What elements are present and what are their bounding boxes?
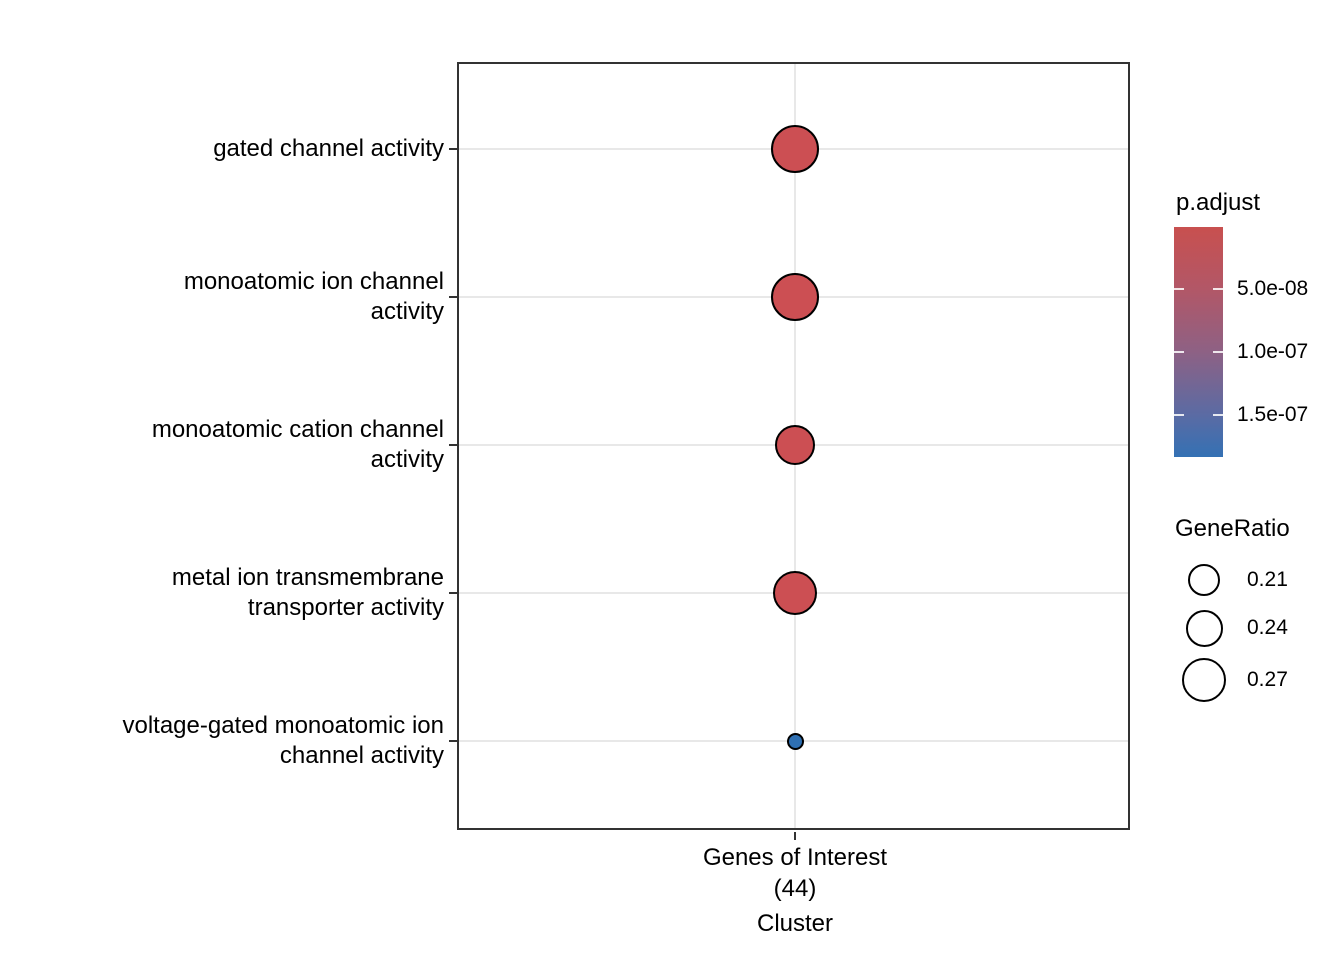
size-legend-circle-2 — [1182, 658, 1226, 702]
y-axis-label-3: metal ion transmembrane transporter activ… — [171, 564, 444, 621]
padjust-colorbar — [1174, 227, 1223, 457]
colorbar-tick-label-2: 1.5e-07 — [1237, 403, 1309, 426]
x-axis-title: Cluster — [756, 910, 834, 937]
y-axis-label-0: gated channel activity — [213, 135, 444, 162]
data-point-0 — [771, 125, 819, 173]
generatio-legend-title: GeneRatio — [1175, 515, 1290, 542]
plot-panel — [457, 62, 1130, 830]
size-legend-circle-0 — [1188, 564, 1220, 596]
x-tick-label-line2: (44) — [773, 875, 817, 902]
size-legend-circle-1 — [1185, 609, 1223, 647]
y-axis-tick-mark — [449, 296, 457, 298]
colorbar-tick-mark — [1174, 351, 1184, 353]
colorbar-tick-mark — [1213, 414, 1223, 416]
data-point-1 — [771, 273, 819, 321]
padjust-legend-title: p.adjust — [1176, 189, 1261, 216]
data-point-4 — [786, 732, 804, 750]
y-axis-label-4: voltage-gated monoatomic ion channel acti… — [122, 712, 444, 769]
y-axis-label-2: monoatomic cation channel activity — [151, 416, 444, 473]
colorbar-tick-mark — [1174, 414, 1184, 416]
colorbar-tick-mark — [1213, 351, 1223, 353]
size-legend-label-2: 0.27 — [1247, 668, 1288, 691]
y-axis-tick-mark — [449, 592, 457, 594]
colorbar-tick-mark — [1174, 288, 1184, 290]
x-tick-label-line1: Genes of Interest — [702, 844, 888, 871]
colorbar-tick-mark — [1213, 288, 1223, 290]
x-tick-label: Genes of Interest (44) — [545, 842, 1045, 904]
y-axis-label-1: monoatomic ion channel activity — [183, 268, 444, 325]
y-axis-tick-mark — [449, 444, 457, 446]
colorbar-tick-label-0: 5.0e-08 — [1237, 277, 1309, 300]
colorbar-tick-label-1: 1.0e-07 — [1237, 340, 1309, 363]
x-axis-tick-mark — [794, 832, 796, 840]
data-point-2 — [775, 425, 815, 465]
data-point-3 — [773, 571, 817, 615]
y-axis-tick-mark — [449, 740, 457, 742]
size-legend-label-0: 0.21 — [1247, 568, 1288, 591]
y-axis-tick-mark — [449, 148, 457, 150]
size-legend-label-1: 0.24 — [1247, 616, 1288, 639]
